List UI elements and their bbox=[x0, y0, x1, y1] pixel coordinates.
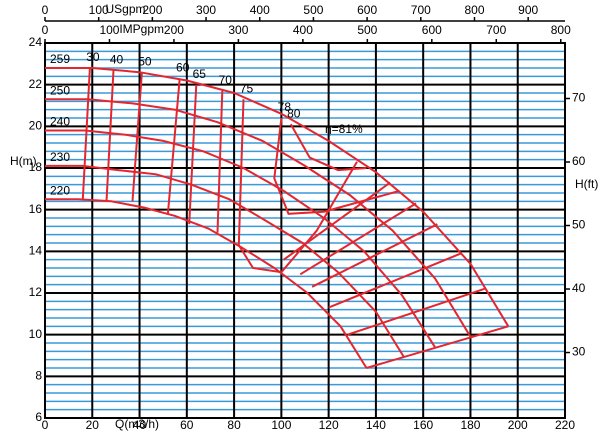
y-tick-label: 16 bbox=[29, 202, 43, 216]
x-tick-label: 40 bbox=[133, 418, 147, 432]
curve-label: 230 bbox=[50, 150, 70, 164]
top-tick-label: 200 bbox=[164, 23, 184, 37]
curve-label: 259 bbox=[50, 52, 70, 66]
efficiency-curve bbox=[289, 123, 367, 172]
efficiency-label: 78 bbox=[278, 100, 292, 114]
head-curve bbox=[45, 164, 406, 359]
top-tick-label: 300 bbox=[196, 3, 216, 17]
efficiency-curve bbox=[166, 78, 438, 288]
efficiency-curve bbox=[237, 99, 358, 274]
x-tick-label: 60 bbox=[180, 418, 194, 432]
top-tick-label: 800 bbox=[551, 23, 571, 37]
head-curve bbox=[45, 129, 436, 348]
top-tick-label: 800 bbox=[464, 3, 484, 17]
efficiency-curve bbox=[188, 84, 417, 276]
y2-axis-label: H(ft) bbox=[575, 177, 598, 191]
x-tick-label: 160 bbox=[413, 418, 433, 432]
top-tick-label: 500 bbox=[357, 23, 377, 37]
curve-label: 250 bbox=[50, 83, 70, 97]
top-axis-label: IMPgpm bbox=[119, 22, 164, 36]
y-tick-label: 18 bbox=[29, 160, 43, 174]
curve-label: 220 bbox=[50, 183, 70, 197]
y-axis-label: H(m) bbox=[10, 154, 37, 168]
y2-tick-label: 30 bbox=[572, 345, 586, 359]
top-tick-label: 700 bbox=[411, 3, 431, 17]
top-tick-label: 600 bbox=[422, 23, 442, 37]
y-tick-label: 22 bbox=[29, 77, 43, 91]
efficiency-curve bbox=[216, 90, 391, 261]
efficiency-label: 30 bbox=[86, 50, 100, 64]
top-tick-label: 400 bbox=[293, 23, 313, 37]
top-tick-label: 0 bbox=[42, 3, 49, 17]
y-tick-label: 6 bbox=[35, 410, 42, 424]
y-tick-label: 20 bbox=[29, 119, 43, 133]
efficiency-curve bbox=[273, 117, 400, 215]
top-tick-label: 100 bbox=[99, 23, 119, 37]
efficiency-curve bbox=[81, 67, 509, 369]
x-tick-label: 220 bbox=[555, 418, 575, 432]
x-tick-label: 100 bbox=[271, 418, 291, 432]
efficiency-label: 80 bbox=[287, 106, 301, 120]
y2-tick-label: 40 bbox=[572, 281, 586, 295]
efficiency-label: 75 bbox=[240, 81, 254, 95]
top-tick-label: 300 bbox=[228, 23, 248, 37]
y2-tick-label: 50 bbox=[572, 218, 586, 232]
plot-frame bbox=[44, 42, 566, 419]
x-tick-label: 0 bbox=[42, 418, 49, 432]
efficiency-label: 60 bbox=[176, 61, 190, 75]
y-tick-label: 10 bbox=[29, 327, 43, 341]
x-tick-label: 120 bbox=[319, 418, 339, 432]
efficiency-label: 40 bbox=[110, 52, 124, 66]
top-tick-label: 0 bbox=[42, 23, 49, 37]
top-tick-label: 200 bbox=[142, 3, 162, 17]
y2-tick-label: 70 bbox=[572, 91, 586, 105]
y-tick-label: 24 bbox=[29, 35, 43, 49]
x-axis-label: Q(m3/h) bbox=[115, 417, 159, 431]
top-tick-label: 600 bbox=[357, 3, 377, 17]
top-tick-label: 500 bbox=[303, 3, 323, 17]
efficiency-curve bbox=[105, 70, 485, 336]
curve-label: 240 bbox=[50, 115, 70, 129]
top-tick-label: 900 bbox=[518, 3, 538, 17]
top-tick-label: 700 bbox=[486, 23, 506, 37]
y-tick-label: 14 bbox=[29, 244, 43, 258]
y2-tick-label: 60 bbox=[572, 154, 586, 168]
x-tick-label: 20 bbox=[86, 418, 100, 432]
top-axis-label: USgpm bbox=[106, 2, 146, 16]
y-tick-label: 12 bbox=[29, 285, 43, 299]
head-curve bbox=[45, 67, 510, 327]
top-tick-label: 100 bbox=[89, 3, 109, 17]
x-tick-label: 200 bbox=[508, 418, 528, 432]
x-tick-label: 140 bbox=[366, 418, 386, 432]
head-curve bbox=[45, 198, 368, 369]
x-tick-label: 80 bbox=[227, 418, 241, 432]
efficiency-curve bbox=[131, 72, 462, 309]
efficiency-label: 70 bbox=[219, 73, 233, 87]
y-tick-label: 8 bbox=[35, 369, 42, 383]
top-tick-label: 400 bbox=[250, 3, 270, 17]
head-curve bbox=[45, 98, 472, 338]
efficiency-label: 50 bbox=[138, 54, 152, 68]
efficiency-label: 65 bbox=[193, 67, 207, 81]
x-tick-label: 180 bbox=[460, 418, 480, 432]
